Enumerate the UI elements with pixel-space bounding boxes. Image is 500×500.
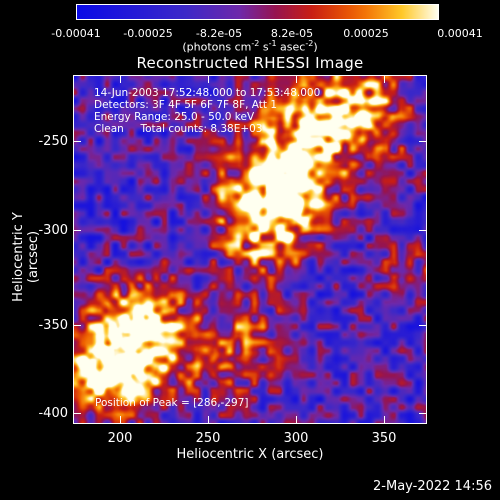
info-total-counts: Clean Total counts: 8.38E+03 bbox=[94, 123, 263, 135]
y-tick-mark bbox=[419, 230, 427, 231]
plot-title: Reconstructed RHESSI Image bbox=[136, 54, 364, 72]
info-detectors: Detectors: 3F 4F 5F 6F 7F 8F, Att 1 bbox=[94, 99, 278, 111]
y-tick-mark bbox=[73, 230, 81, 231]
x-tick-label: 300 bbox=[283, 431, 309, 446]
y-tick-mark bbox=[419, 141, 427, 142]
x-tick-label: 200 bbox=[107, 431, 133, 446]
y-tick-label: -400 bbox=[38, 406, 68, 421]
y-tick-mark bbox=[73, 413, 81, 414]
colorbar-tick: -8.2e-05 bbox=[195, 27, 243, 40]
colorbar-tick: -0.00041 bbox=[51, 27, 101, 40]
info-energy-range: Energy Range: 25.0 - 50.0 keV bbox=[94, 111, 255, 123]
y-axis-label: Heliocentric Y (arcsec) bbox=[11, 212, 41, 302]
y-tick-mark bbox=[419, 413, 427, 414]
y-tick-label: -350 bbox=[38, 318, 68, 333]
x-tick-mark bbox=[208, 75, 209, 83]
x-tick-label: 250 bbox=[195, 431, 221, 446]
y-tick-label: -300 bbox=[38, 223, 68, 238]
x-tick-mark bbox=[384, 416, 385, 424]
y-tick-mark bbox=[73, 325, 81, 326]
x-tick-mark bbox=[120, 75, 121, 83]
y-tick-label: -250 bbox=[38, 134, 68, 149]
x-tick-mark bbox=[120, 416, 121, 424]
colorbar-tick: 8.2e-05 bbox=[270, 27, 314, 40]
x-axis-label: Heliocentric X (arcsec) bbox=[176, 447, 324, 462]
peak-position: Position of Peak = [286,-297] bbox=[95, 397, 249, 409]
y-tick-mark bbox=[419, 325, 427, 326]
info-time-range: 14-Jun-2003 17:52:48.000 to 17:53:48.000 bbox=[94, 87, 321, 99]
rhessi-image-map bbox=[74, 76, 426, 423]
x-tick-label: 350 bbox=[371, 431, 397, 446]
x-tick-mark bbox=[384, 75, 385, 83]
colorbar-units: (photons cm-2 s-1 asec-2) bbox=[182, 39, 318, 54]
colorbar-tick: 0.00041 bbox=[437, 27, 483, 40]
colorbar-tick: -0.00025 bbox=[123, 27, 173, 40]
timestamp: 2-May-2022 14:56 bbox=[373, 479, 492, 494]
x-tick-mark bbox=[208, 416, 209, 424]
image-plot-area bbox=[73, 75, 427, 424]
x-tick-mark bbox=[296, 416, 297, 424]
colorbar-tick: 0.00025 bbox=[343, 27, 389, 40]
colorbar bbox=[76, 4, 439, 20]
y-tick-mark bbox=[73, 141, 81, 142]
x-tick-mark bbox=[296, 75, 297, 83]
